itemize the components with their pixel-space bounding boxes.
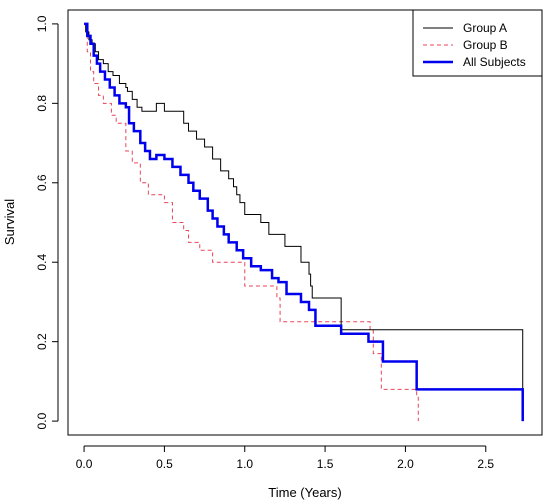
y-tick-label: 0.8 <box>35 95 49 112</box>
legend-label-group-a: Group A <box>463 21 507 35</box>
x-tick-label: 0.5 <box>156 457 173 471</box>
legend: Group A Group B All Subjects <box>412 9 543 77</box>
x-axis: 0.0 0.5 1.0 1.5 2.0 2.5 <box>76 445 494 471</box>
y-axis-title: Survival <box>2 199 17 245</box>
y-tick-label: 1.0 <box>35 15 49 32</box>
y-tick-label: 0.6 <box>35 174 49 191</box>
y-tick-label: 0.2 <box>35 333 49 350</box>
legend-label-all-subjects: All Subjects <box>463 55 526 69</box>
x-axis-title: Time (Years) <box>268 485 341 500</box>
y-axis: 0.0 0.2 0.4 0.6 0.8 1.0 <box>35 15 59 429</box>
y-tick-label: 0.4 <box>35 254 49 271</box>
series-line-group-b <box>84 23 419 422</box>
x-tick-label: 2.0 <box>397 457 414 471</box>
y-tick-label: 0.0 <box>35 412 49 429</box>
series-line-all-subjects <box>84 22 524 422</box>
series-layer <box>84 22 524 422</box>
legend-label-group-b: Group B <box>463 38 508 52</box>
series-line-group-a <box>84 23 524 422</box>
x-tick-label: 1.0 <box>236 457 253 471</box>
x-tick-label: 1.5 <box>317 457 334 471</box>
x-tick-label: 2.5 <box>477 457 494 471</box>
x-tick-label: 0.0 <box>76 457 93 471</box>
plot-area-frame <box>67 9 543 436</box>
legend-box <box>412 9 543 77</box>
